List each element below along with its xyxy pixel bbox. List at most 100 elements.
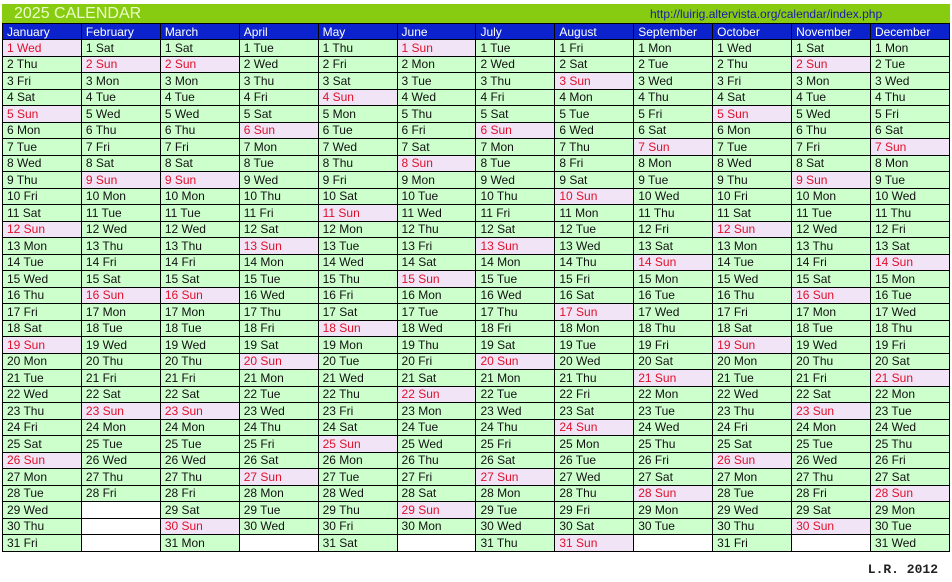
day-cell: 19 Sun xyxy=(2,336,82,354)
day-cell: 7 Wed xyxy=(317,138,398,156)
day-cell: 10 Tue xyxy=(396,187,477,205)
day-row: 6 Mon 6 Thu 6 Thu 6 Sun 6 Tue 6 Fri 6 Sun 6 Wed… xyxy=(2,121,951,139)
day-cell: 24 Wed xyxy=(633,418,714,436)
day-row: 21 Tue 21 Fri 21 Fri 21 Mon 21 Wed 21 Sat 21 M… xyxy=(2,369,951,387)
day-cell: 4 Sat xyxy=(712,88,793,106)
day-cell: 20 Wed xyxy=(554,352,635,370)
day-row: 30 Thu 30 Sun 30 Wed 30 Fri 30 Mon 30 Wed 30 S… xyxy=(2,517,951,535)
day-row: 18 Sat 18 Tue 18 Tue 18 Fri 18 Sun 18 Wed 18 F… xyxy=(2,319,951,337)
day-cell: 7 Sun xyxy=(633,138,714,156)
day-cell: 8 Mon xyxy=(869,154,951,172)
day-cell: 1 Sun xyxy=(396,39,477,57)
day-cell: 22 Fri xyxy=(554,385,635,403)
day-cell: 2 Thu xyxy=(2,55,82,73)
day-cell: 28 Fri xyxy=(159,484,240,502)
day-cell: 21 Tue xyxy=(712,369,793,387)
day-cell: 8 Sat xyxy=(159,154,240,172)
day-cell: 19 Wed xyxy=(80,336,161,354)
day-cell: 1 Thu xyxy=(317,39,398,57)
day-cell: 21 Sat xyxy=(396,369,477,387)
day-cell: 23 Sun xyxy=(80,402,161,420)
day-cell: 27 Sun xyxy=(475,468,556,486)
day-cell: 17 Tue xyxy=(396,303,477,321)
page-title: 2025 CALENDAR xyxy=(14,5,142,22)
day-cell: 31 Fri xyxy=(2,534,82,552)
day-cell: 8 Sun xyxy=(396,154,477,172)
day-cell: 3 Mon xyxy=(791,72,871,90)
day-cell: 20 Sat xyxy=(633,352,714,370)
day-cell: 5 Fri xyxy=(633,105,714,123)
day-cell: 29 Tue xyxy=(475,501,556,519)
day-row: 13 Mon 13 Thu 13 Thu 13 Sun 13 Tue 13 Fri 13 S… xyxy=(2,237,951,255)
day-cell: 3 Fri xyxy=(712,72,793,90)
day-cell: 19 Fri xyxy=(633,336,714,354)
day-cell: 8 Mon xyxy=(633,154,714,172)
day-cell: 2 Sun xyxy=(80,55,161,73)
day-cell: 22 Sun xyxy=(396,385,477,403)
day-cell: 8 Sat xyxy=(791,154,871,172)
day-cell: 28 Sun xyxy=(633,484,714,502)
day-cell: 15 Tue xyxy=(238,270,319,288)
day-cell: 6 Thu xyxy=(791,121,871,139)
day-cell: 3 Tue xyxy=(396,72,477,90)
day-cell: 12 Sun xyxy=(2,220,82,238)
day-cell: 28 Tue xyxy=(712,484,793,502)
day-cell: 10 Thu xyxy=(238,187,319,205)
day-cell: 30 Thu xyxy=(712,517,793,535)
day-cell: 26 Wed xyxy=(80,451,161,469)
month-header-february: February xyxy=(80,23,161,40)
day-cell: 8 Wed xyxy=(2,154,82,172)
day-row: 1 Wed 1 Sat 1 Sat 1 Tue 1 Thu 1 Sun 1 Tue 1 Fri… xyxy=(2,39,951,57)
day-cell: 30 Sun xyxy=(791,517,871,535)
day-cell: 18 Thu xyxy=(633,319,714,337)
day-cell: 6 Thu xyxy=(80,121,161,139)
day-cell: 4 Sat xyxy=(2,88,82,106)
day-cell: 14 Tue xyxy=(2,253,82,271)
day-cell: 6 Wed xyxy=(554,121,635,139)
day-cell: 29 Thu xyxy=(317,501,398,519)
day-cell: 31 Sat xyxy=(317,534,398,552)
day-cell: 9 Sun xyxy=(80,171,161,189)
day-cell: 30 Fri xyxy=(317,517,398,535)
day-cell: 8 Tue xyxy=(238,154,319,172)
day-cell: 31 Sun xyxy=(554,534,635,552)
day-cell: 5 Tue xyxy=(554,105,635,123)
month-header-june: June xyxy=(396,23,477,40)
day-cell: 6 Mon xyxy=(2,121,82,139)
day-cell: 23 Thu xyxy=(712,402,793,420)
day-cell: 13 Thu xyxy=(791,237,871,255)
day-cell: 26 Sat xyxy=(475,451,556,469)
month-header-december: December xyxy=(869,23,951,40)
day-cell: 29 Sat xyxy=(159,501,240,519)
day-cell: 7 Fri xyxy=(80,138,161,156)
day-cell: 29 Wed xyxy=(2,501,82,519)
day-cell: 26 Sun xyxy=(712,451,793,469)
day-cell: 26 Fri xyxy=(869,451,951,469)
site-link[interactable]: http://luirig.altervista.org/calendar/in… xyxy=(650,7,883,21)
day-cell: 30 Mon xyxy=(396,517,477,535)
day-cell: 20 Sun xyxy=(475,352,556,370)
day-cell: 15 Sat xyxy=(80,270,161,288)
day-cell: 28 Mon xyxy=(475,484,556,502)
day-cell: 19 Sat xyxy=(238,336,319,354)
day-cell: 22 Mon xyxy=(869,385,951,403)
day-cell: 18 Fri xyxy=(475,319,556,337)
day-cell: 13 Sun xyxy=(475,237,556,255)
day-cell: 9 Tue xyxy=(633,171,714,189)
day-cell: 23 Tue xyxy=(869,402,951,420)
day-cell: 17 Sun xyxy=(554,303,635,321)
day-cell: 21 Fri xyxy=(159,369,240,387)
day-cell: 17 Mon xyxy=(159,303,240,321)
day-cell: 30 Tue xyxy=(869,517,951,535)
day-cell: 12 Thu xyxy=(396,220,477,238)
day-cell: 6 Sun xyxy=(475,121,556,139)
day-cell: 4 Tue xyxy=(80,88,161,106)
day-cell: 30 Tue xyxy=(633,517,714,535)
month-header-march: March xyxy=(159,23,240,40)
month-header-october: October xyxy=(712,23,793,40)
day-cell: 4 Mon xyxy=(554,88,635,106)
day-cell: 15 Wed xyxy=(712,270,793,288)
day-row: 4 Sat 4 Tue 4 Tue 4 Fri 4 Sun 4 Wed 4 Fri 4 Mon… xyxy=(2,88,951,106)
day-cell: 5 Fri xyxy=(869,105,951,123)
day-cell: 8 Tue xyxy=(475,154,556,172)
